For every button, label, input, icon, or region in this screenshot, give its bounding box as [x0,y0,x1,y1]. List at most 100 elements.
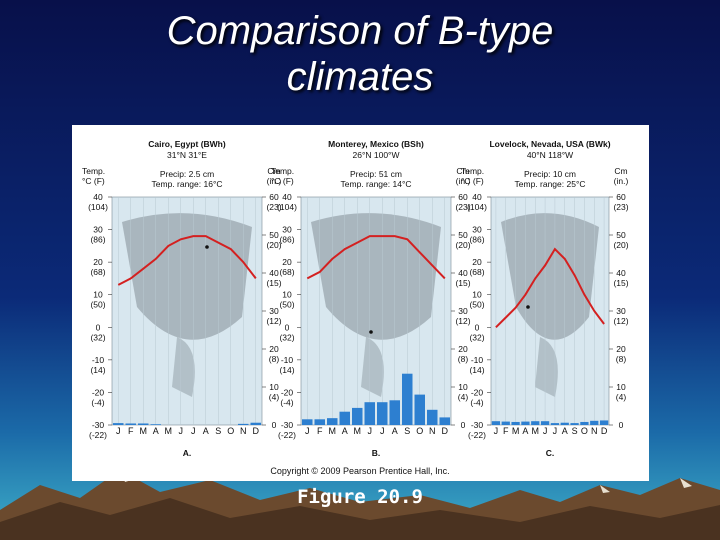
temp-tick-f: (32) [279,332,294,342]
month-label: M [354,426,362,436]
precip-tick-cm: 60 [616,192,626,202]
temp-tick-f: (104) [467,202,487,212]
station-coords-1: 31°N 31°E [167,150,207,160]
temp-tick-c: 40 [282,192,292,202]
precip-tick-in: (15) [455,278,470,288]
temp-tick-f: (-4) [470,397,483,407]
month-label: F [503,426,509,436]
precip-bar [550,423,560,425]
temp-tick-c: -20 [281,387,294,397]
temp-tick-f: (14) [469,365,484,375]
temp-tick-c: -10 [92,355,105,365]
month-label: M [512,426,520,436]
temp-tick-f: (86) [90,235,105,245]
station-title-1: Cairo, Egypt (BWh) [148,139,226,149]
temp-tick-c: -30 [281,420,294,430]
panel-letter-1: A. [183,448,192,458]
slide-title: Comparison of B-type climates [0,8,720,100]
precip-tick-cm: 60 [269,192,279,202]
temp-tick-c: -30 [92,420,105,430]
month-label: J [494,426,499,436]
temp-tick-c: -20 [471,387,484,397]
month-label: D [253,426,260,436]
precip-bar [491,421,501,425]
climograph-svg: Cairo, Egypt (BWh)31°N 31°E Precip: 2.5 c… [82,139,629,476]
month-label: F [317,426,323,436]
temp-tick-f: (-22) [89,430,107,440]
temp-tick-c: -10 [471,355,484,365]
station-range-3: Temp. range: 25°C [515,179,586,189]
temp-tick-f: (104) [277,202,297,212]
precip-bar [521,421,530,425]
precip-bar [314,419,325,425]
temp-tick-f: (-22) [468,430,486,440]
precip-bar [150,424,161,425]
month-label: O [581,426,588,436]
temp-tick-c: -20 [92,387,105,397]
temp-tick-c: 10 [282,290,292,300]
title-line-1: Comparison of B-type [166,9,554,53]
month-label: J [543,426,548,436]
precip-tick-in: (20) [455,240,470,250]
station-precip-2: Precip: 51 cm [350,169,402,179]
panel-letter-3: C. [546,448,555,458]
month-label: A [203,426,209,436]
month-label: A [522,426,528,436]
temp-tick-f: (50) [469,300,484,310]
precip-tick-cm: 30 [458,306,468,316]
precip-bar [327,418,338,425]
station-precip-1: Precip: 2.5 cm [160,169,214,179]
precip-tick-in: (15) [613,278,628,288]
temp-tick-c: 10 [93,290,103,300]
precip-tick-cm: 0 [272,420,277,430]
precip-tick-in: (12) [455,316,470,326]
temp-axis-label-1: Temp. [82,166,105,176]
precip-bar [377,402,388,425]
precip-tick-in: (20) [613,240,628,250]
month-label: D [601,426,608,436]
temp-line-3 [495,247,605,329]
month-label: J [191,426,196,436]
precip-bar [250,422,261,425]
month-label: S [572,426,578,436]
precip-bar [352,407,363,425]
month-label: N [240,426,247,436]
precip-tick-in: (12) [266,316,281,326]
temp-tick-f: (-4) [280,397,293,407]
precip-tick-cm: 50 [458,230,468,240]
temp-tick-c: 20 [93,257,103,267]
landmass-south-3 [535,337,558,397]
temp-tick-f: (-4) [91,397,104,407]
precip-tick-cm: 40 [616,268,626,278]
temp-tick-c: 0 [285,322,290,332]
temp-tick-c: 20 [472,257,482,267]
station-coords-3: 40°N 118°W [527,150,573,160]
title-line-2: climates [286,55,434,99]
temp-tick-c: 20 [282,257,292,267]
precip-bar [427,409,438,425]
precip-bar [414,394,425,425]
month-label: A [342,426,348,436]
precip-tick-cm: 20 [458,344,468,354]
station-marker-3 [526,305,530,309]
temp-tick-f: (68) [90,267,105,277]
month-label: J [368,426,373,436]
precip-bar [339,411,350,425]
month-label: J [553,426,558,436]
station-range-1: Temp. range: 16°C [152,179,223,189]
precip-tick-cm: 20 [616,344,626,354]
precip-bar [560,422,569,425]
precip-tick-in: (4) [458,392,469,402]
precip-axis-unit-2: (in.) [456,176,471,186]
landmass-south-2 [361,337,384,397]
panel-letter-2: B. [372,448,381,458]
month-label: O [416,426,423,436]
precip-axis-unit-1: (in.) [267,176,282,186]
temp-tick-c: 30 [93,225,103,235]
precip-tick-cm: 40 [269,268,279,278]
temp-tick-f: (50) [90,300,105,310]
temp-tick-f: (14) [279,365,294,375]
precip-bar [238,423,249,425]
precip-tick-in: (4) [269,392,280,402]
precip-tick-in: (23) [613,202,628,212]
